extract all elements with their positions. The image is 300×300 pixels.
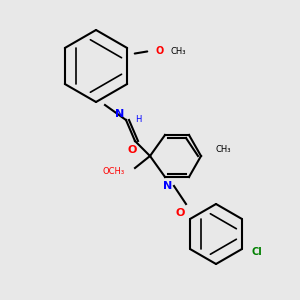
Text: CH₃: CH₃ xyxy=(216,146,232,154)
Text: O: O xyxy=(156,46,164,56)
Text: O: O xyxy=(127,145,137,155)
Text: Cl: Cl xyxy=(252,247,263,257)
Text: N: N xyxy=(164,181,172,191)
Text: H: H xyxy=(135,116,141,124)
Text: OCH₃: OCH₃ xyxy=(103,167,125,176)
Text: N: N xyxy=(116,109,124,119)
Text: O: O xyxy=(175,208,185,218)
Text: CH₃: CH₃ xyxy=(171,46,187,56)
